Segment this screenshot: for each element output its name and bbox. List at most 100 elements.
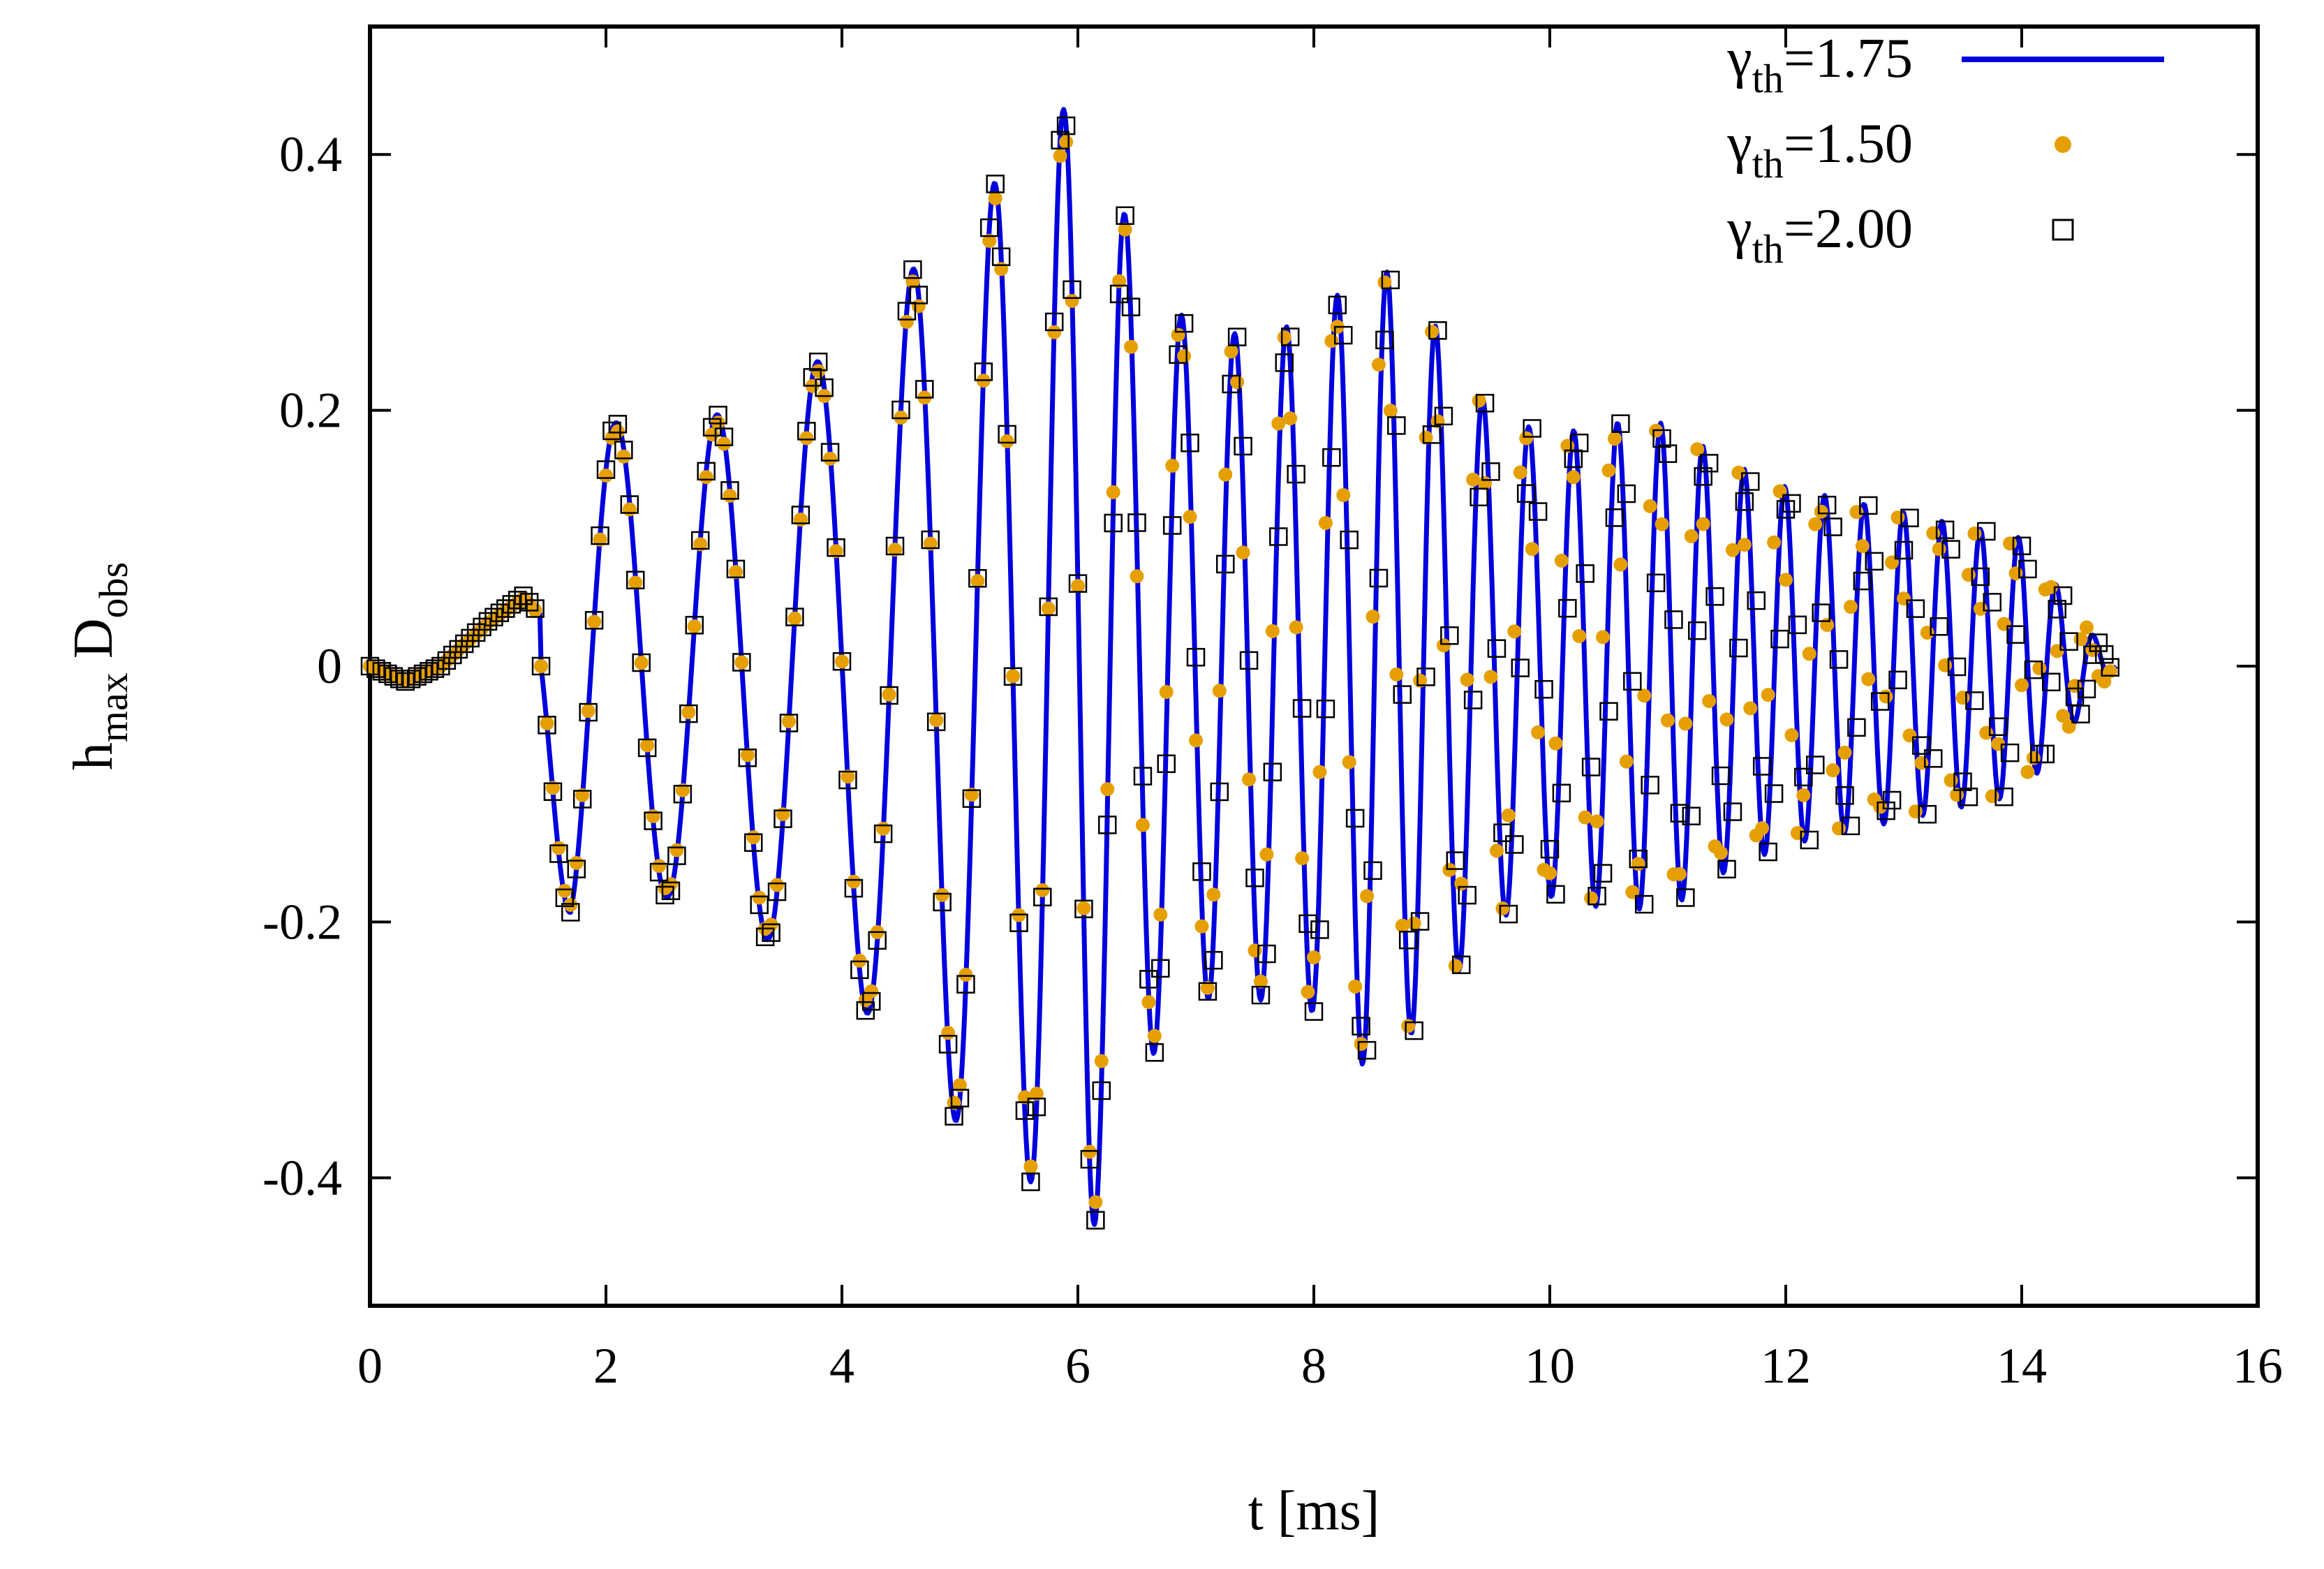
series-point-gamma-2-00: [808, 353, 828, 371]
series-point-gamma-1-50: [1094, 1054, 1109, 1068]
series-point-gamma-1-50: [935, 887, 949, 902]
series-point-gamma-1-50: [1973, 601, 1988, 616]
series-point-gamma-1-50: [1719, 712, 1734, 727]
series-point-gamma-1-50: [929, 713, 944, 728]
series-point-gamma-1-50: [1678, 716, 1693, 731]
series-point-gamma-1-50: [652, 859, 667, 874]
series-point-gamma-2-00: [620, 495, 639, 514]
series-point-gamma-1-50: [1779, 573, 1793, 587]
series-point-gamma-1-50: [1041, 601, 1056, 616]
series-point-gamma-2-00: [850, 960, 869, 980]
y-tick-label: -0.4: [262, 1150, 342, 1206]
series-point-gamma-2-00: [1735, 492, 1754, 511]
series-point-gamma-1-50: [793, 512, 808, 526]
series-point-gamma-1-50: [2003, 536, 2018, 551]
series-point-gamma-1-50: [2073, 632, 2088, 647]
series-point-gamma-2-00: [2042, 672, 2061, 692]
series-point-gamma-1-50: [1360, 889, 1375, 904]
series-point-gamma-1-50: [1224, 344, 1238, 359]
series-point-gamma-2-00: [1953, 772, 1972, 791]
series-point-gamma-2-00: [1422, 425, 1442, 444]
series-point-gamma-1-50: [1112, 274, 1127, 288]
series-point-gamma-1-50: [616, 449, 631, 464]
series-point-gamma-2-00: [1794, 767, 1813, 787]
series-point-gamma-2-00: [1629, 849, 1648, 869]
series-point-gamma-2-00: [744, 833, 763, 852]
series-point-gamma-1-50: [1065, 293, 1079, 308]
series-point-gamma-2-00: [1033, 887, 1052, 906]
series-point-gamma-2-00: [1216, 554, 1235, 574]
series-point-gamma-2-00: [1800, 830, 1819, 850]
series-point-gamma-1-50: [1684, 529, 1698, 543]
series-point-gamma-2-00: [750, 895, 769, 915]
series-point-gamma-1-50: [1442, 862, 1457, 877]
series-point-gamma-1-50: [734, 655, 749, 670]
series-point-gamma-2-00: [697, 462, 716, 481]
series-point-gamma-1-50: [1920, 626, 1934, 640]
series-point-gamma-1-50: [1088, 1195, 1103, 1209]
series-point-gamma-1-50: [693, 537, 708, 552]
series-point-gamma-1-50: [1118, 222, 1132, 237]
series-point-gamma-2-00: [1322, 448, 1341, 467]
series-point-gamma-1-50: [1189, 733, 1203, 748]
series-point-gamma-2-00: [466, 623, 486, 642]
series-point-gamma-2-00: [1918, 804, 1937, 824]
series-point-gamma-2-00: [1841, 816, 1860, 836]
series-point-gamma-2-00: [791, 506, 811, 524]
series-point-gamma-1-50: [1531, 725, 1546, 739]
series-point-gamma-1-50: [1897, 591, 1911, 606]
series-point-gamma-1-50: [646, 809, 660, 823]
series-point-gamma-2-00: [1210, 782, 1229, 802]
series-point-gamma-2-00: [1540, 839, 1560, 859]
series-point-gamma-1-50: [1230, 375, 1245, 390]
series-point-gamma-2-00: [1056, 116, 1076, 135]
legend: γth=1.75 γth=1.50 γth=2.00: [1726, 28, 2164, 272]
series-point-gamma-1-50: [1578, 810, 1592, 825]
series-point-gamma-2-00: [1133, 767, 1153, 786]
series-point-gamma-1-50: [2079, 620, 2094, 635]
series-point-gamma-2-00: [2059, 632, 2078, 651]
series-point-gamma-1-50: [1000, 434, 1014, 448]
series-point-gamma-1-50: [1743, 701, 1758, 716]
series-point-gamma-2-00: [1664, 610, 1683, 629]
series-point-gamma-2-00: [998, 425, 1016, 444]
series-point-gamma-2-00: [956, 975, 975, 994]
series-point-gamma-1-50: [970, 574, 985, 589]
series-point-gamma-1-50: [1371, 358, 1386, 372]
series-point-gamma-1-50: [675, 783, 690, 797]
series-point-gamma-2-00: [885, 536, 905, 556]
y-tick-label: 0: [317, 638, 342, 694]
plot-frame: [368, 24, 2260, 1308]
series-point-gamma-1-50: [1525, 542, 1539, 557]
series-point-gamma-1-50: [1584, 891, 1599, 906]
series-point-gamma-1-50: [1767, 535, 1782, 550]
series-point-gamma-1-50: [1501, 808, 1516, 823]
series-point-gamma-1-50: [841, 769, 855, 784]
series-point-gamma-2-00: [1239, 651, 1259, 670]
series-point-gamma-2-00: [838, 770, 857, 790]
series-point-gamma-1-50: [1890, 510, 1905, 525]
series-line-gamma-1-75: [369, 107, 2118, 1228]
series-point-gamma-2-00: [1770, 629, 1789, 649]
series-point-gamma-2-00: [1835, 786, 1854, 805]
series-point-gamma-1-50: [628, 575, 643, 590]
series-point-gamma-1-50: [1808, 517, 1823, 531]
series-point-gamma-2-00: [567, 860, 586, 878]
series-point-gamma-1-50: [1348, 979, 1363, 994]
series-point-gamma-2-00: [933, 892, 952, 912]
x-axis-label: t [ms]: [1248, 1480, 1380, 1542]
series-point-gamma-1-50: [1714, 846, 1729, 860]
series-point-gamma-1-50: [1271, 416, 1286, 431]
series-point-gamma-2-00: [1634, 894, 1654, 914]
series-point-gamma-1-50: [1059, 135, 1074, 149]
series-point-gamma-2-00: [1882, 790, 1902, 810]
series-point-gamma-1-50: [705, 427, 720, 442]
series-point-gamma-2-00: [1174, 314, 1194, 333]
series-point-gamma-2-00: [1428, 321, 1447, 340]
series-point-gamma-2-00: [1475, 394, 1495, 413]
series-point-gamma-1-50: [888, 543, 903, 557]
series-point-gamma-1-50: [770, 878, 785, 892]
series-point-gamma-2-00: [1611, 414, 1630, 433]
series-point-gamma-2-00: [454, 634, 474, 654]
series-point-gamma-1-50: [746, 830, 761, 845]
